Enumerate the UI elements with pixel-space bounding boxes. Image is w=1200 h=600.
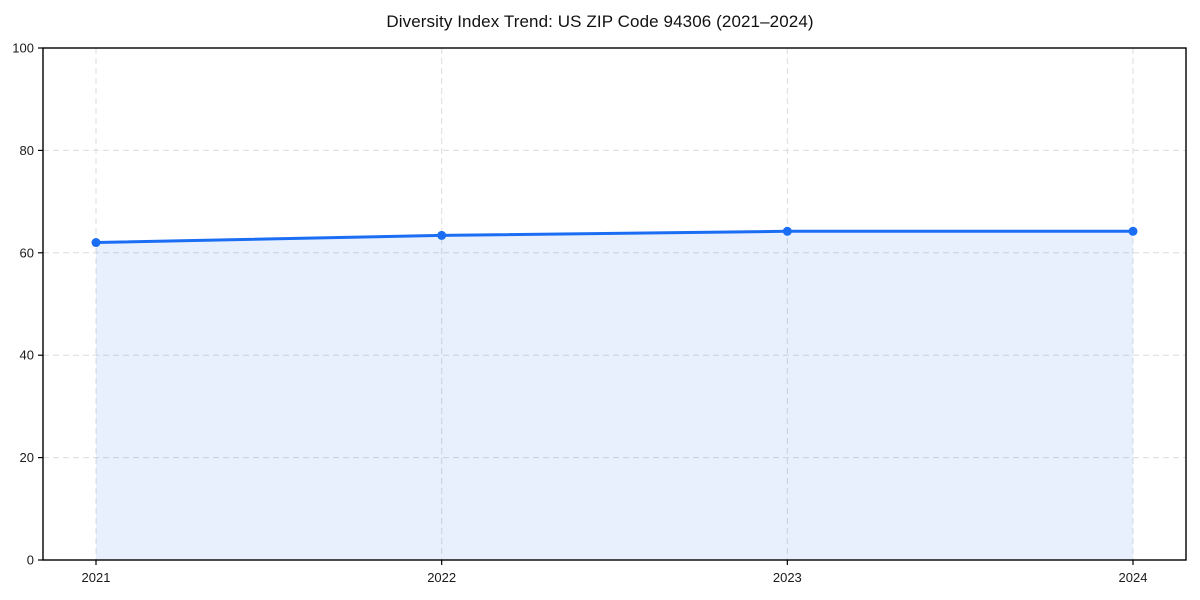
- x-tick-label-2021: 2021: [82, 570, 111, 585]
- x-tick-label-2022: 2022: [427, 570, 456, 585]
- y-tick-label: 0: [27, 553, 34, 568]
- chart-title: Diversity Index Trend: US ZIP Code 94306…: [386, 12, 814, 31]
- plot-border: [42, 47, 1187, 561]
- data-point-2021: [91, 238, 101, 248]
- x-tick-label-2023: 2023: [773, 570, 802, 585]
- data-point-2023: [782, 226, 792, 236]
- area-fill: [96, 231, 1133, 560]
- y-tick-label: 60: [20, 245, 34, 260]
- trend-line: [94, 229, 1135, 245]
- y-tick-label: 100: [12, 41, 34, 56]
- data-point-2024: [1128, 226, 1138, 236]
- y-tick-label: 40: [20, 348, 34, 363]
- data-point-2022: [437, 230, 447, 240]
- x-tick-label-2024: 2024: [1119, 570, 1148, 585]
- y-tick-label: 20: [20, 450, 34, 465]
- y-tick-label: 80: [20, 143, 34, 158]
